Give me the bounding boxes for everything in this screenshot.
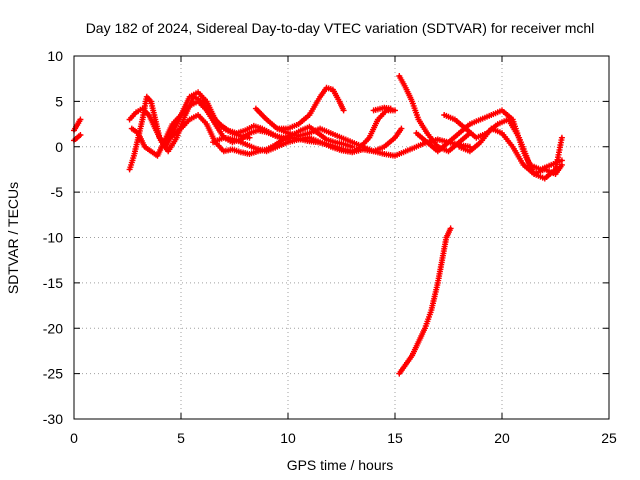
x-tick-label: 15 — [387, 430, 403, 446]
y-tick-label: -5 — [51, 184, 64, 200]
y-tick-label: 5 — [55, 93, 63, 109]
y-tick-labels: 10 5 0 -5 -10 -15 -20 -25 -30 — [43, 48, 63, 427]
x-tick-label: 25 — [601, 430, 617, 446]
series-arc-11 — [396, 73, 473, 155]
x-tick-label: 5 — [177, 430, 185, 446]
y-tick-label: 10 — [47, 48, 63, 64]
x-tick-label: 20 — [494, 430, 510, 446]
series-arc-2 — [71, 132, 84, 144]
series-arc-8 — [274, 84, 347, 132]
series-arc-14 — [456, 125, 565, 177]
series-markers — [456, 125, 565, 177]
series-layer — [71, 73, 565, 377]
series-trace — [397, 226, 453, 376]
series-arc-15 — [396, 225, 454, 377]
series-arc-9 — [252, 105, 405, 155]
series-markers — [396, 225, 454, 377]
x-tick-label: 10 — [280, 430, 296, 446]
series-markers — [210, 134, 473, 159]
series-markers — [274, 84, 347, 132]
tick-marks — [73, 55, 610, 420]
y-tick-label: 0 — [55, 139, 63, 155]
series-arc-10 — [370, 104, 394, 114]
series-arc-1 — [71, 116, 84, 134]
series-markers — [370, 104, 394, 114]
y-tick-label: -20 — [43, 320, 63, 336]
y-tick-label: -30 — [43, 411, 63, 427]
y-axis-label: SDTVAR / TECUs — [5, 182, 21, 294]
series-markers — [252, 105, 405, 155]
x-axis-label: GPS time / hours — [287, 457, 394, 473]
x-tick-labels: 0 5 10 15 20 25 — [70, 430, 617, 446]
chart-title: Day 182 of 2024, Sidereal Day-to-day VTE… — [86, 20, 595, 36]
series-markers — [71, 132, 84, 144]
series-markers — [396, 73, 473, 155]
x-tick-label: 0 — [70, 430, 78, 446]
series-markers — [71, 116, 84, 134]
y-tick-label: -10 — [43, 230, 63, 246]
y-tick-label: -15 — [43, 275, 63, 291]
y-tick-label: -25 — [43, 366, 63, 382]
